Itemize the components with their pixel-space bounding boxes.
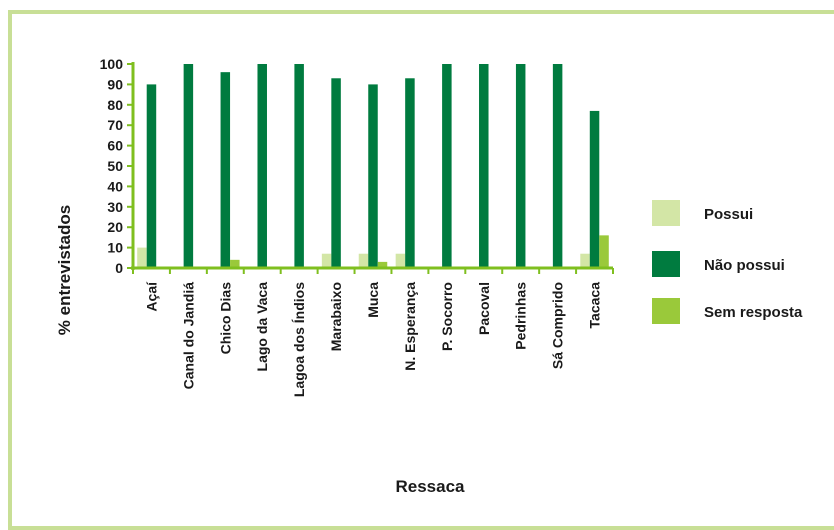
y-tick-label: 30 [107, 199, 123, 215]
legend-label: Sem resposta [704, 304, 803, 321]
bars-group [137, 64, 609, 269]
y-tick-label: 0 [115, 260, 123, 276]
x-category-label: Muca [365, 282, 381, 318]
bar-sem-resposta-12 [599, 235, 609, 268]
bar-nao-possui-8 [442, 64, 452, 268]
y-tick-label: 70 [107, 117, 123, 133]
bar-nao-possui-6 [368, 84, 378, 269]
y-tick-label: 90 [107, 76, 123, 92]
x-category-label: Chico Dias [217, 282, 233, 355]
bar-chart: 0 10 20 30 40 50 60 70 80 90 100 Açaí Canal do Jand… [55, 56, 803, 496]
x-category-label: Açaí [144, 281, 160, 312]
x-category-label: Pedrinhas [513, 282, 529, 350]
legend-label: Possui [704, 206, 753, 223]
legend-label: Não possui [704, 257, 785, 274]
y-tick-label: 100 [100, 56, 124, 72]
y-tick-label: 80 [107, 97, 123, 113]
x-category-label: N. Esperança [402, 282, 418, 371]
bar-nao-possui-3 [257, 64, 267, 268]
bar-nao-possui-1 [183, 64, 194, 268]
bar-sem-resposta-6 [377, 261, 388, 268]
y-tick-labels: 0 10 20 30 40 50 60 70 80 90 100 [100, 56, 124, 276]
x-category-label: Marabaixo [328, 282, 344, 351]
bar-possui-5 [321, 253, 332, 268]
y-tick-label: 20 [107, 219, 123, 235]
x-category-label: Lagoa dos Índios [291, 282, 307, 397]
bar-possui-6 [358, 253, 369, 268]
x-category-label: Canal do Jandiá [180, 282, 196, 390]
bar-nao-possui-11 [552, 64, 563, 268]
bar-nao-possui-7 [405, 78, 415, 268]
y-axis-title: % entrevistados [55, 205, 74, 335]
x-category-label: Tacaca [587, 282, 603, 329]
bar-nao-possui-12 [589, 110, 600, 268]
bar-nao-possui-4 [294, 64, 304, 268]
bar-possui-12 [580, 253, 590, 268]
x-category-label: P. Socorro [439, 282, 455, 351]
axes-group [127, 62, 614, 274]
legend-swatch [652, 251, 680, 277]
bar-nao-possui-9 [479, 64, 489, 268]
bar-possui-7 [395, 253, 406, 268]
y-tick-label: 60 [107, 138, 123, 154]
bar-possui-0 [137, 247, 147, 268]
bar-nao-possui-2 [220, 72, 231, 268]
y-tick-label: 10 [107, 240, 123, 256]
legend-swatch [652, 200, 680, 226]
bar-nao-possui-0 [146, 84, 157, 269]
x-category-label: Lago da Vaca [254, 282, 270, 372]
y-tick-label: 40 [107, 178, 123, 194]
x-category-label: Sá Comprido [550, 282, 566, 369]
bar-nao-possui-10 [515, 64, 526, 268]
legend-swatch [652, 298, 680, 324]
x-axis-title: Ressaca [395, 477, 465, 496]
bar-nao-possui-5 [331, 78, 341, 268]
y-tick-label: 50 [107, 158, 123, 174]
x-category-label: Pacoval [476, 282, 492, 335]
x-category-labels: Açaí Canal do Jandiá Chico Dias Lago da Vac… [144, 281, 603, 397]
legend: Possui Não possui Sem resposta [652, 200, 803, 324]
bar-sem-resposta-2 [230, 259, 240, 268]
